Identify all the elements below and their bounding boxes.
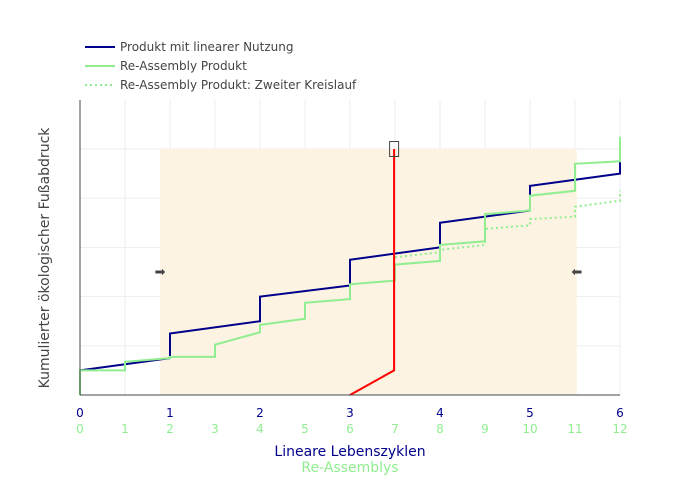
series-line-reassembly [79, 136, 621, 395]
arrow-right-icon: ➡ [155, 265, 166, 280]
legend: Produkt mit linearer Nutzung Re-Assembly… [85, 40, 357, 92]
x-tick-label-secondary: 4 [256, 422, 264, 436]
arrow-left-icon: ⬅ [571, 265, 582, 280]
x-tick-label-secondary: 7 [391, 422, 399, 436]
x-tick-label-primary: 6 [616, 406, 624, 420]
x-tick-label-primary: 2 [256, 406, 264, 420]
x-tick-label-secondary: 10 [522, 422, 537, 436]
series-line-second-cycle [394, 190, 621, 259]
x-tick-label-primary: 5 [526, 406, 534, 420]
x-tick-label-secondary: 9 [481, 422, 489, 436]
x-tick-label-secondary: 2 [166, 422, 174, 436]
shaded-region-layer [160, 149, 577, 395]
x-tick-label-secondary: 6 [346, 422, 354, 436]
shaded-region [160, 149, 577, 395]
x-tick-label-primary: 4 [436, 406, 444, 420]
marker-box [389, 141, 400, 157]
x-tick-label-secondary: 3 [211, 422, 219, 436]
axis-layer: 0 1 2 3 4 5 60 1 2 3 4 5 6 7 8 9 10 11 12 [76, 100, 628, 436]
series-layer: ➡ ⬅ [79, 136, 621, 396]
x-tick-label-primary: 1 [166, 406, 174, 420]
x-tick-label-secondary: 8 [436, 422, 444, 436]
y-axis-title: Kumulierter ökologischer Fußabdruck [37, 127, 53, 389]
legend-label-second-cycle: Re-Assembly Produkt: Zweiter Kreislauf [120, 78, 357, 92]
x-tick-label-secondary: 12 [612, 422, 627, 436]
x-tick-label-primary: 0 [76, 406, 84, 420]
legend-label-reassembly: Re-Assembly Produkt [120, 59, 247, 73]
x-tick-label-secondary: 5 [301, 422, 309, 436]
legend-label-linear: Produkt mit linearer Nutzung [120, 40, 294, 54]
series-line-linear [79, 161, 621, 372]
x-tick-label-secondary: 1 [121, 422, 129, 436]
x-axis-title-secondary: Re-Assemblys [301, 460, 398, 476]
series-line-red [349, 149, 396, 396]
x-tick-label-secondary: 11 [567, 422, 582, 436]
x-tick-label-secondary: 0 [76, 422, 84, 436]
x-axis-title-primary: Lineare Lebenszyklen [274, 444, 425, 460]
x-tick-label-primary: 3 [346, 406, 354, 420]
